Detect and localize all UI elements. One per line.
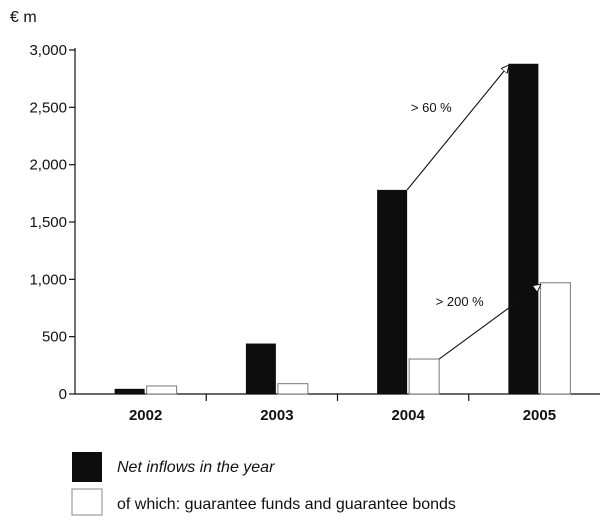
y-tick-label: 1,000: [29, 271, 67, 288]
bars: [114, 63, 571, 395]
x-tick-label: 2005: [523, 407, 556, 424]
y-tick-label: 500: [42, 329, 67, 346]
bar-net-inflows: [114, 388, 145, 394]
x-tick-label: 2004: [391, 407, 425, 424]
y-tick-label: 3,000: [29, 42, 67, 59]
y-tick-label: 1,500: [29, 214, 67, 231]
legend-swatch-guarantee: [71, 488, 103, 516]
x-axis: 2002 2003 2004 2005: [75, 393, 600, 424]
annotations: > 60 % > 200 %: [406, 66, 540, 360]
bar-guarantee: [408, 358, 440, 395]
x-tick-label: 2002: [129, 407, 162, 424]
bar-guarantee: [539, 282, 571, 395]
x-tick-label: 2003: [260, 407, 293, 424]
y-tick-label: 0: [59, 386, 67, 403]
y-tick-label: 2,500: [29, 99, 67, 116]
legend-swatch-net-inflows: [72, 452, 102, 482]
growth-arrow: [406, 66, 508, 191]
y-unit-label: € m: [10, 9, 37, 26]
bar-guarantee: [146, 385, 178, 395]
legend-label-guarantee: of which: guarantee funds and guarantee …: [117, 496, 456, 513]
bar-net-inflows: [508, 63, 539, 394]
growth-label: > 200 %: [436, 294, 485, 309]
y-tick-label: 2,000: [29, 157, 67, 174]
bar-net-inflows: [377, 189, 408, 394]
bar-net-inflows: [245, 343, 276, 394]
y-axis: 0 500 1,000 1,500 2,000 2,500 3,000: [29, 42, 76, 403]
legend: Net inflows in the year of which: guaran…: [71, 452, 456, 516]
growth-label: > 60 %: [411, 100, 452, 115]
bar-guarantee: [277, 383, 309, 395]
legend-label-net-inflows: Net inflows in the year: [117, 459, 275, 476]
growth-arrow: [438, 285, 540, 360]
